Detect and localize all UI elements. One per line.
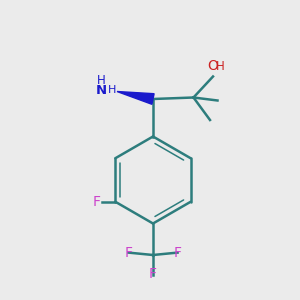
Text: F: F xyxy=(149,268,157,281)
Text: F: F xyxy=(92,195,100,209)
Text: F: F xyxy=(174,246,182,260)
Text: N: N xyxy=(96,83,107,97)
Text: O: O xyxy=(208,59,218,73)
Text: F: F xyxy=(124,246,132,260)
Text: H: H xyxy=(107,85,116,95)
Text: H: H xyxy=(216,59,225,73)
Text: H: H xyxy=(97,74,106,87)
Polygon shape xyxy=(117,92,154,104)
